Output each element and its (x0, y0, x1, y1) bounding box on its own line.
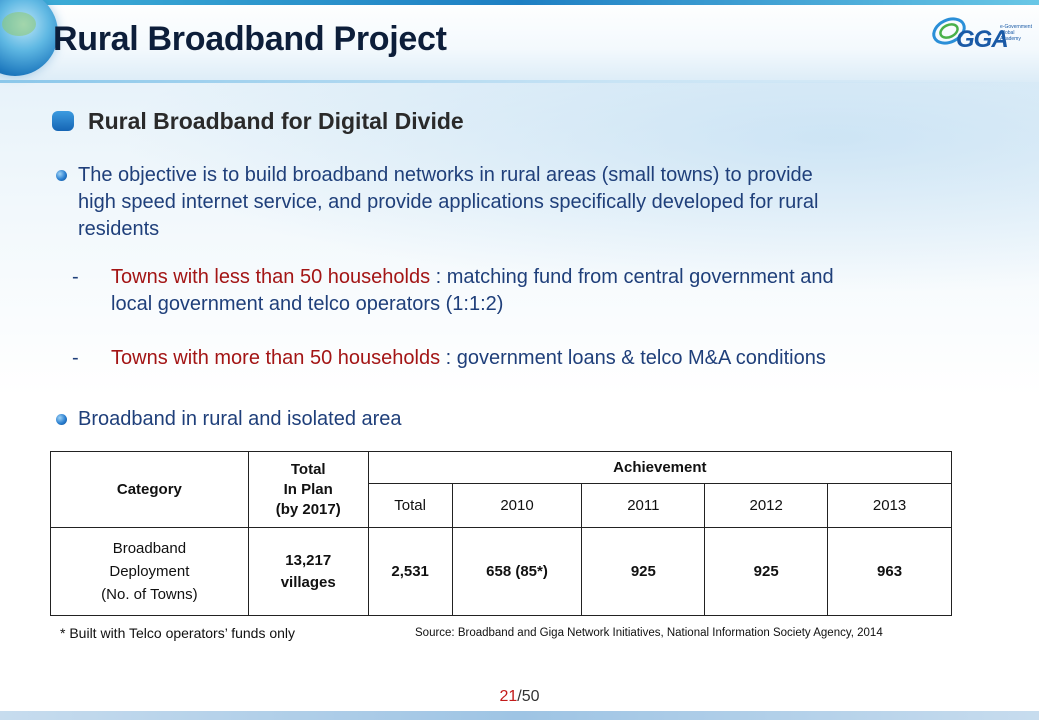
row-label-line-2: Deployment (109, 563, 190, 580)
sub-item-2-highlight: Towns with more than 50 households (111, 347, 441, 369)
table-header-row: Category Total In Plan (by 2017) Achieve… (50, 451, 953, 528)
bullet-dot-icon (56, 170, 67, 181)
row-plan-value: 13,217 (285, 551, 332, 569)
header-by-2017-line: (by 2017) (275, 500, 341, 518)
header-total-in-plan: Total In Plan (by 2017) (247, 451, 369, 528)
row-2010: 658 (85*) (451, 527, 583, 616)
logo-subtitle: e-Government Global Academy (1000, 24, 1032, 42)
section-title: Rural Broadband for Digital Divide (88, 108, 464, 134)
subheader-2013: 2013 (827, 483, 952, 528)
bottom-bar (0, 711, 1039, 720)
slide-header: Rural Broadband Project GGA e-Government… (0, 0, 1039, 83)
sub-item-dash: - (72, 347, 79, 369)
objective-line-1: The objective is to build broadband netw… (78, 164, 813, 186)
row-label-line-1: Broadband (112, 540, 187, 557)
row-label: Broadband Deployment (No. of Towns) (50, 527, 249, 616)
bullet-dot-icon (56, 414, 67, 425)
objective-line-3: residents (78, 218, 160, 240)
sub-item-1-line-2: local government and telco operators (1:… (111, 293, 504, 315)
broadband-table: Category Total In Plan (by 2017) Achieve… (50, 451, 953, 616)
globe-icon (0, 0, 58, 76)
row-plan-unit: villages (280, 573, 336, 591)
header-in-plan-line: In Plan (283, 480, 333, 498)
section-marker-icon (52, 111, 74, 131)
header-category: Category (50, 451, 249, 528)
sub-item-2-rest: : government loans & telco M&A condition… (440, 347, 826, 369)
sub-item-2-line-1: Towns with more than 50 households : gov… (111, 345, 1011, 372)
subheader-2011: 2011 (581, 483, 706, 528)
header-underline (0, 80, 1039, 83)
row-label-line-3: (No. of Towns) (101, 586, 198, 603)
background-wave (0, 60, 1039, 320)
header-achievement: Achievement (367, 451, 953, 484)
sub-item-large-towns: Towns with more than 50 households : gov… (111, 345, 1011, 372)
rural-area-heading: Broadband in rural and isolated area (78, 408, 402, 430)
row-plan: 13,217 villages (247, 527, 369, 616)
page-number: 21/50 (0, 688, 1039, 706)
source-citation: Source: Broadband and Giga Network Initi… (415, 627, 883, 639)
row-2011: 925 (581, 527, 706, 616)
row-2012: 925 (704, 527, 829, 616)
subheader-2012: 2012 (704, 483, 829, 528)
row-total: 2,531 (367, 527, 453, 616)
gga-logo: GGA e-Government Global Academy (930, 10, 1034, 54)
sub-item-1-rest: : matching fund from central government … (430, 266, 834, 288)
header-top-line (0, 0, 1039, 5)
page-current: 21 (499, 688, 518, 705)
row-2013: 963 (827, 527, 952, 616)
sub-item-dash: - (72, 266, 79, 288)
sub-item-1-line-1: Towns with less than 50 households : mat… (111, 264, 1011, 291)
gga-swoosh-icon (932, 17, 966, 45)
sub-item-small-towns: Towns with less than 50 households : mat… (111, 264, 1011, 318)
page-total: /50 (517, 688, 540, 705)
sub-item-1-highlight: Towns with less than 50 households (111, 266, 431, 288)
table-row: Broadband Deployment (No. of Towns) 13,2… (50, 527, 952, 616)
subheader-2010: 2010 (451, 483, 583, 528)
footnote: * Built with Telco operators’ funds only (60, 625, 296, 641)
objective-paragraph: The objective is to build broadband netw… (78, 162, 998, 243)
header-total-line: Total (290, 460, 326, 478)
subheader-total: Total (367, 483, 453, 528)
page-title: Rural Broadband Project (53, 20, 447, 58)
logo-letters: GGA (956, 26, 1009, 53)
objective-line-2: high speed internet service, and provide… (78, 191, 819, 213)
